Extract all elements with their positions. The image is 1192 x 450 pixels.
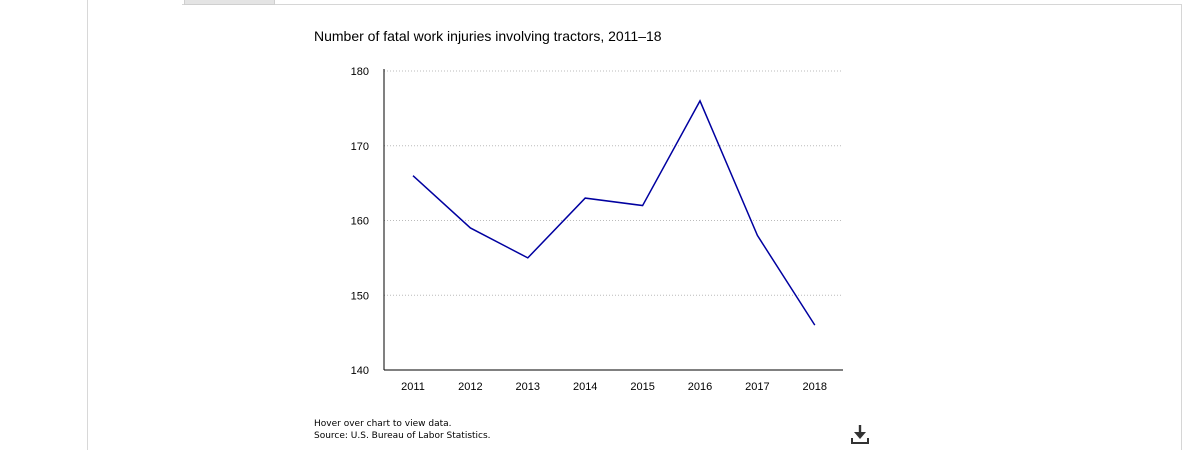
- x-tick-label-2014: 2014: [573, 381, 597, 393]
- frame-border-left: [87, 0, 88, 450]
- data-point-2011[interactable]: [409, 172, 417, 180]
- y-tick-label-180: 180: [351, 66, 369, 78]
- x-tick-label-2015: 2015: [630, 381, 654, 393]
- data-point-2018[interactable]: [811, 321, 819, 329]
- data-point-2012[interactable]: [466, 224, 474, 232]
- y-tick-label-170: 170: [351, 141, 369, 153]
- data-point-2015[interactable]: [639, 202, 647, 210]
- data-point-2014[interactable]: [581, 194, 589, 202]
- series-line-0[interactable]: [412, 99, 816, 326]
- data-point-2016[interactable]: [696, 97, 704, 105]
- chart-title: Number of fatal work injuries involving …: [314, 28, 662, 44]
- data-point-2013[interactable]: [524, 254, 532, 262]
- y-tick-label-150: 150: [351, 290, 369, 302]
- source-note: Source: U.S. Bureau of Labor Statistics.: [314, 431, 491, 441]
- x-tick-label-2012: 2012: [458, 381, 482, 393]
- x-tick-label-2013: 2013: [516, 381, 540, 393]
- chart-panel: [182, 4, 1182, 450]
- x-tick-label-2011: 2011: [401, 381, 425, 393]
- x-tick-label-2016: 2016: [688, 381, 712, 393]
- x-tick-label-2018: 2018: [803, 381, 827, 393]
- y-tick-label-160: 160: [351, 216, 369, 228]
- download-icon: [851, 425, 869, 444]
- hover-note: Hover over chart to view data.: [314, 419, 452, 429]
- download-button[interactable]: [849, 423, 871, 445]
- tab-stub[interactable]: [184, 0, 275, 5]
- data-point-2017[interactable]: [753, 231, 761, 239]
- x-tick-label-2017: 2017: [745, 381, 769, 393]
- y-tick-label-140: 140: [351, 365, 369, 377]
